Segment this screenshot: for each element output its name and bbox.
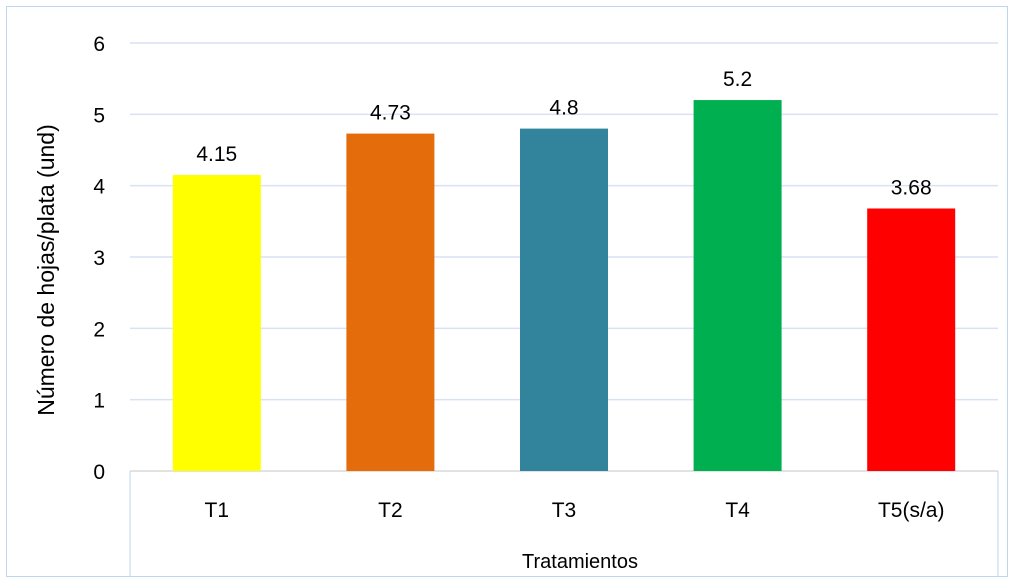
x-tick-labels: T1 T2 T3 T4 T5(s/a) xyxy=(205,499,945,522)
data-label: 4.15 xyxy=(196,143,237,166)
y-tick-label: 6 xyxy=(93,33,105,56)
data-label: 3.68 xyxy=(891,176,932,199)
bar-T1 xyxy=(172,174,261,471)
x-tick-label: T3 xyxy=(552,499,577,522)
x-axis-title: Tratamientos xyxy=(522,551,638,573)
bars xyxy=(172,100,956,472)
y-tick-label: 1 xyxy=(93,390,105,413)
data-label: 4.73 xyxy=(370,102,411,125)
bar-T4 xyxy=(693,100,782,472)
x-tick-label: T1 xyxy=(205,499,230,522)
y-tick-label: 4 xyxy=(93,176,105,199)
data-labels: 4.15 4.73 4.8 5.2 3.68 xyxy=(196,68,931,199)
x-tick-label: T4 xyxy=(725,499,750,522)
chart-frame-border xyxy=(6,6,1008,577)
x-tick-label: T5(s/a) xyxy=(878,499,945,522)
x-tick-label: T2 xyxy=(378,499,403,522)
data-label: 4.8 xyxy=(549,97,578,120)
bar-T2 xyxy=(346,133,435,471)
chart: 4.15 4.73 4.8 5.2 3.68 0 1 2 3 4 5 6 T1 T2 T3 T4 T5(s/… xyxy=(6,6,1008,577)
bar-T3 xyxy=(520,128,608,471)
y-tick-label: 5 xyxy=(93,104,105,127)
bar-T5(s/a) xyxy=(867,208,956,471)
data-label: 5.2 xyxy=(723,68,752,91)
y-tick-labels: 0 1 2 3 4 5 6 xyxy=(93,33,105,484)
y-axis-title: Número de hojas/plata (und) xyxy=(33,124,59,416)
y-tick-label: 0 xyxy=(93,461,105,484)
y-tick-label: 2 xyxy=(93,318,105,341)
y-tick-label: 3 xyxy=(93,247,105,270)
